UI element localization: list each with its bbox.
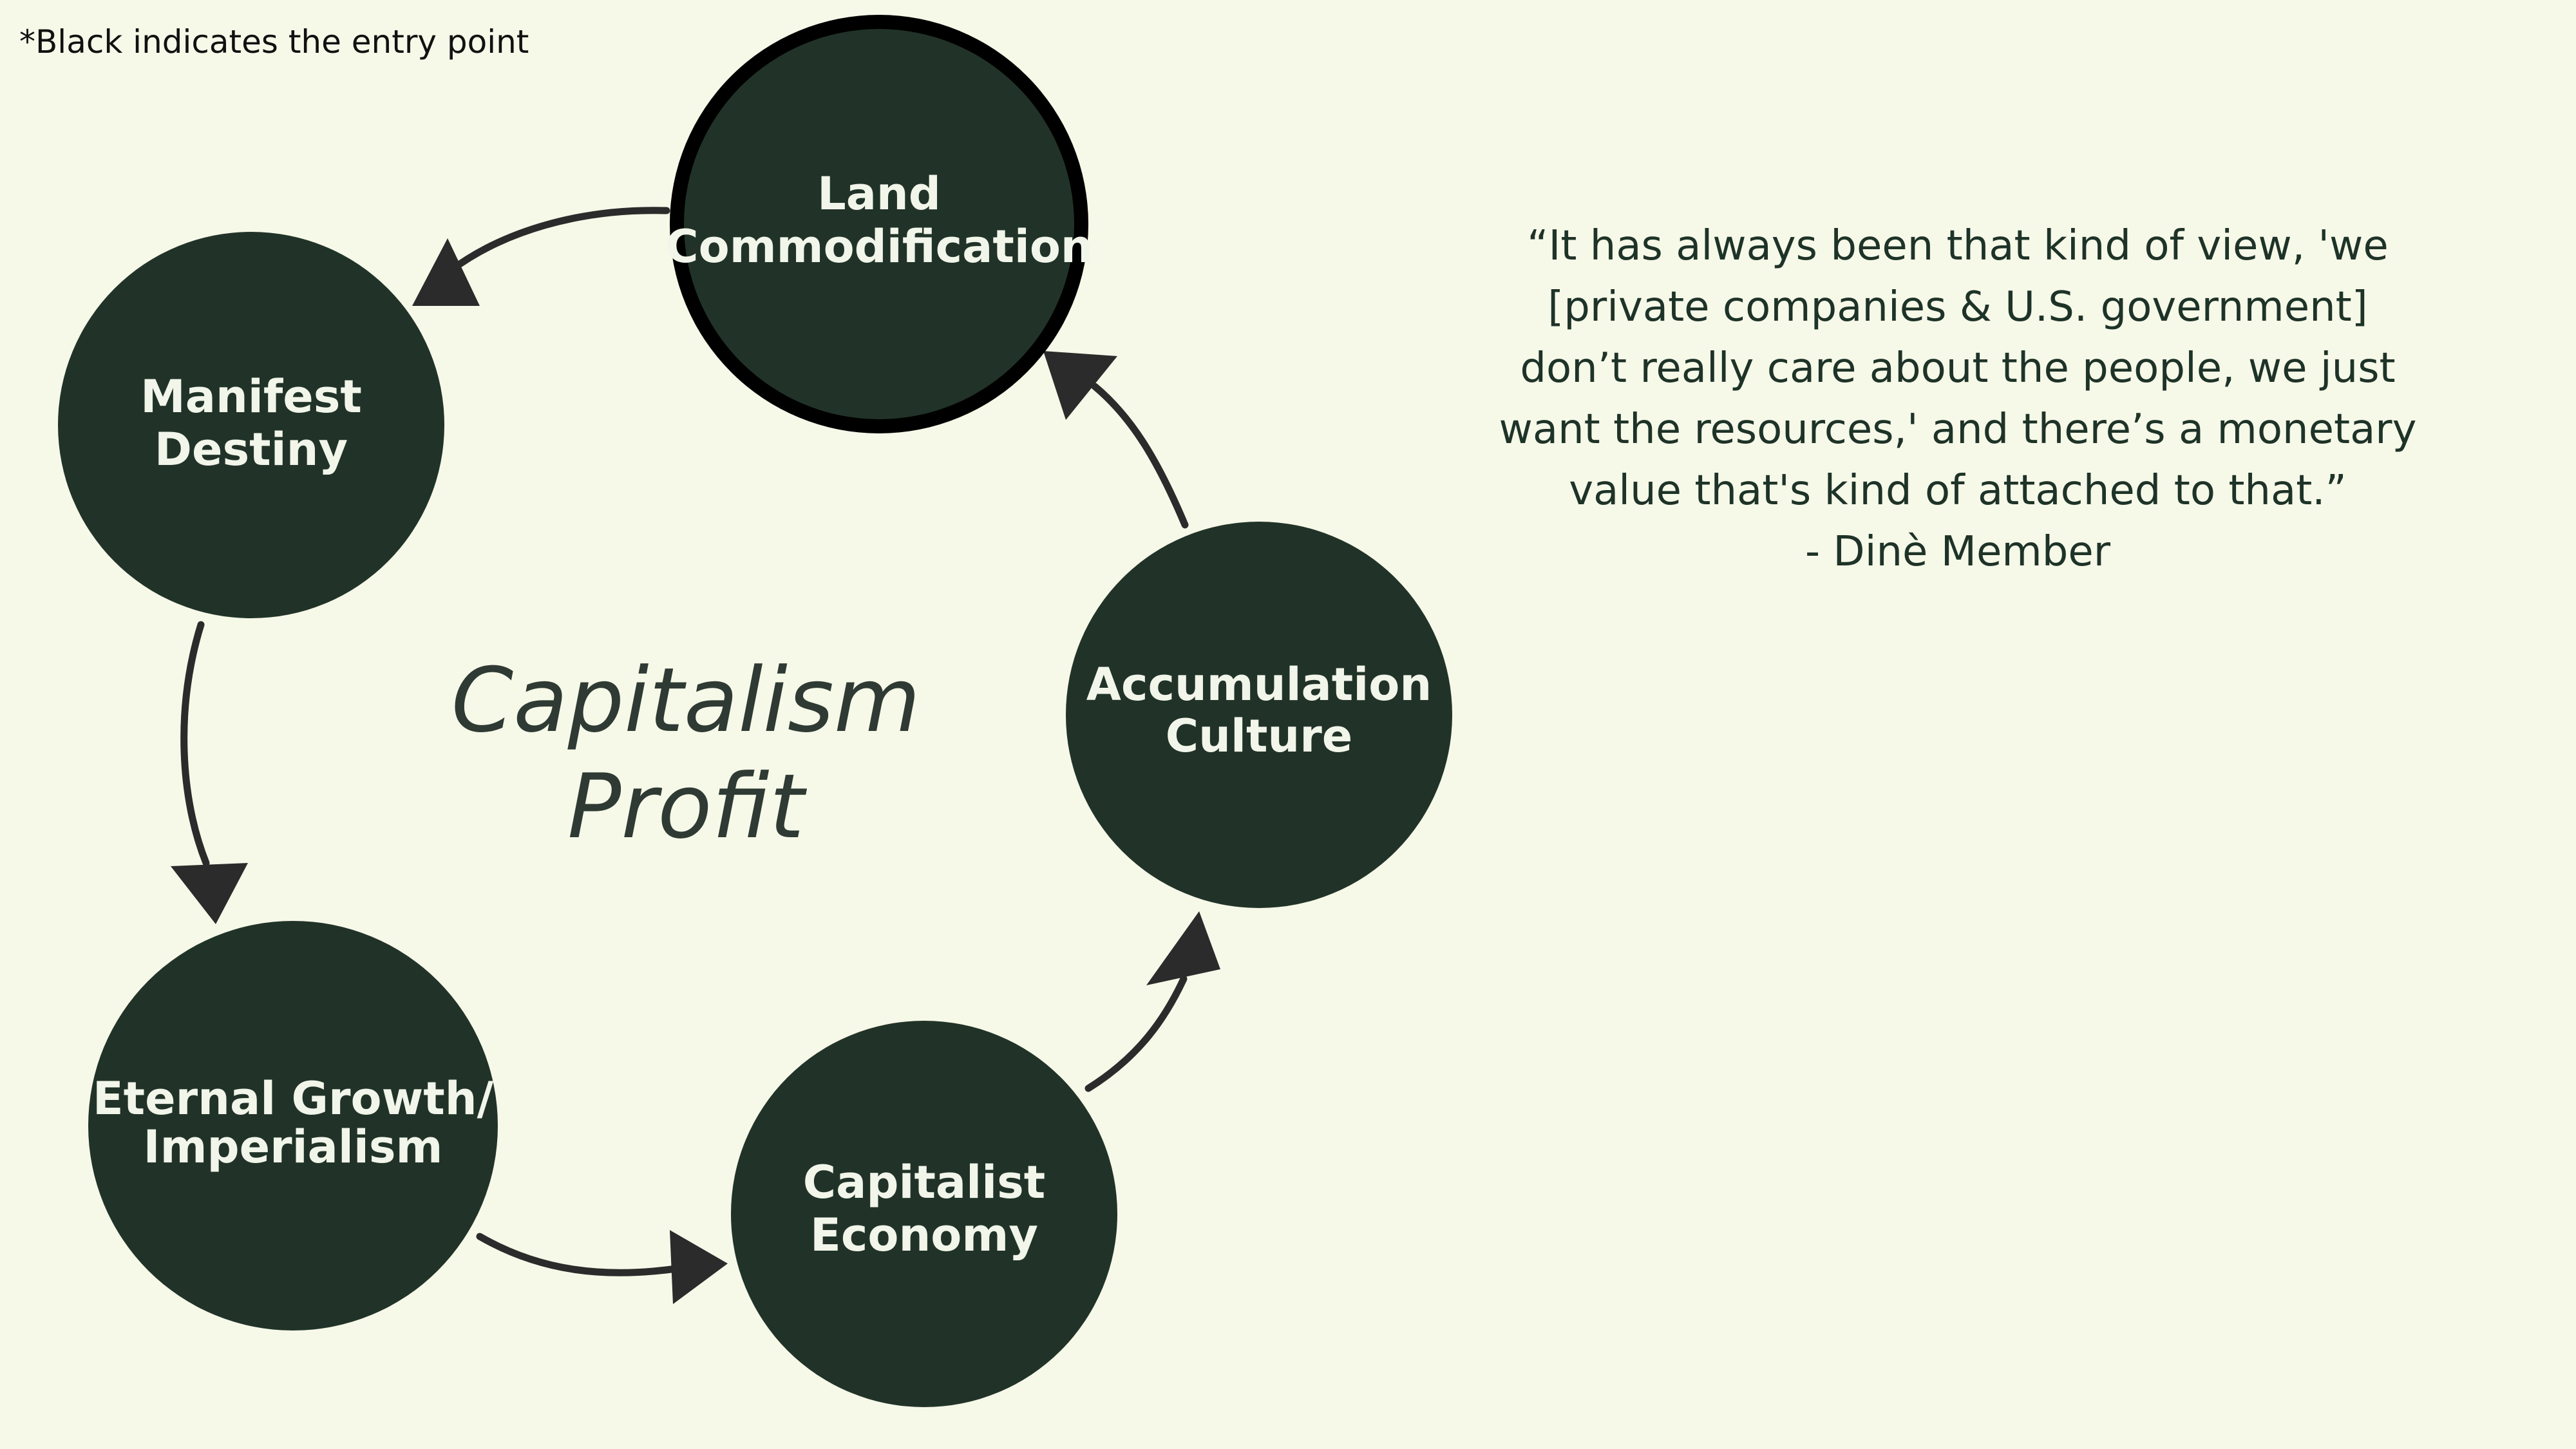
node-accumulation-culture: Accumulation Culture — [1066, 522, 1452, 908]
node-manifest-destiny: Manifest Destiny — [58, 232, 444, 618]
arrow-manifest-to-eternal — [180, 621, 210, 867]
quote-attribution: - Dinè Member — [1804, 528, 2111, 576]
center-label-profit: Profit — [567, 755, 808, 858]
node-label-line: Capitalist — [803, 1156, 1046, 1209]
node-label-line: Culture — [1166, 710, 1353, 762]
node-label-line: Accumulation — [1086, 658, 1432, 711]
node-circle — [58, 232, 444, 618]
node-circle — [684, 29, 1074, 419]
arrowhead-capitalist — [670, 1230, 728, 1304]
quote-line: don’t really care about the people, we j… — [1520, 345, 2396, 392]
arrowhead-manifest — [412, 238, 480, 306]
entry-point-note: *Black indicates the entry point — [19, 23, 529, 61]
quote-line: want the resources,' and there’s a monet… — [1499, 406, 2417, 453]
node-label-line: Commodification — [665, 220, 1093, 273]
arrow-land-to-manifest — [447, 207, 670, 274]
node-circle — [731, 1021, 1117, 1407]
node-label-line: Land — [817, 167, 941, 220]
arrowhead-accumulation — [1146, 911, 1220, 985]
arrow-eternal-to-capitalist — [476, 1233, 680, 1276]
node-label-line: Eternal Growth/ — [93, 1072, 494, 1125]
quote-line: [private companies & U.S. government] — [1548, 283, 2368, 331]
node-label-line: Imperialism — [144, 1121, 443, 1173]
cycle-arrows — [180, 207, 1189, 1276]
node-eternal-growth-imperialism: Eternal Growth/ Imperialism — [88, 921, 498, 1331]
quote-block: “It has always been that kind of view, '… — [1443, 216, 2473, 583]
node-circle — [88, 921, 498, 1331]
node-circle — [1066, 522, 1452, 908]
node-capitalist-economy: Capitalist Economy — [731, 1021, 1117, 1407]
arrowheads — [171, 238, 1220, 1304]
node-label-line: Destiny — [155, 423, 348, 476]
quote-line: “It has always been that kind of view, '… — [1527, 222, 2389, 270]
center-label-capitalism: Capitalism — [451, 649, 921, 752]
quote-line: value that's kind of attached to that.” — [1569, 467, 2347, 515]
node-label-line: Manifest — [140, 370, 362, 423]
arrow-accumulation-to-land — [1091, 383, 1189, 529]
arrowhead-land — [1043, 351, 1117, 420]
node-label-line: Economy — [810, 1209, 1038, 1262]
arrowhead-eternal — [171, 863, 248, 924]
node-land-commodification: Land Commodification — [665, 15, 1093, 433]
arrow-capitalist-to-accumulation — [1084, 975, 1188, 1092]
